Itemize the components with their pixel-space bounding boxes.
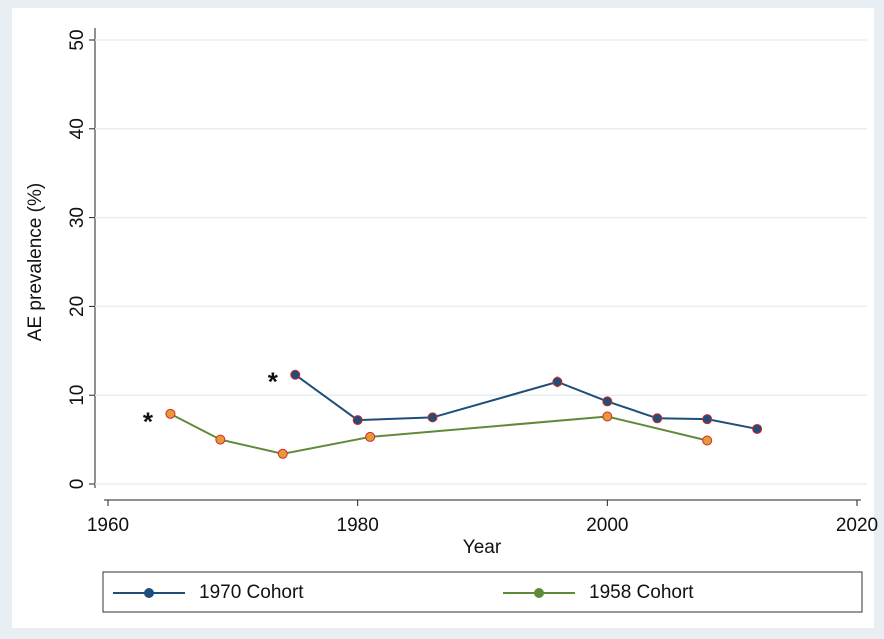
legend — [102, 571, 863, 613]
series-line — [169, 412, 708, 455]
point — [602, 411, 613, 422]
point — [165, 408, 176, 419]
point — [752, 423, 763, 434]
point — [352, 415, 363, 426]
x-axis-title: Year — [463, 537, 502, 558]
point — [215, 434, 226, 445]
legend-marker — [144, 588, 154, 598]
y-axis-title: AE prevalence (%) — [25, 183, 46, 341]
legend-marker — [534, 588, 544, 598]
series-line — [294, 373, 758, 430]
y-tick-label: 50 — [67, 29, 88, 50]
x-tick-label: 2020 — [836, 515, 878, 536]
point — [602, 396, 613, 407]
point — [427, 412, 438, 423]
y-tick-label: 30 — [67, 207, 88, 228]
point — [552, 376, 563, 387]
x-tick-label: 1960 — [87, 515, 129, 536]
point — [702, 414, 713, 425]
y-tick-label: 20 — [67, 296, 88, 317]
point — [277, 448, 288, 459]
annotation: * — [143, 406, 154, 436]
annotation: * — [268, 367, 279, 397]
x-tick-label: 1980 — [337, 515, 379, 536]
point — [652, 413, 663, 424]
legend-label: 1958 Cohort — [589, 582, 694, 603]
y-tick-label: 10 — [67, 385, 88, 406]
point — [290, 369, 301, 380]
x-tick-label: 2000 — [586, 515, 628, 536]
y-tick-label: 40 — [67, 118, 88, 139]
point — [365, 431, 376, 442]
graph-region — [12, 8, 874, 628]
point — [702, 435, 713, 446]
legend-label: 1970 Cohort — [199, 582, 304, 603]
y-tick-label: 0 — [67, 479, 88, 490]
